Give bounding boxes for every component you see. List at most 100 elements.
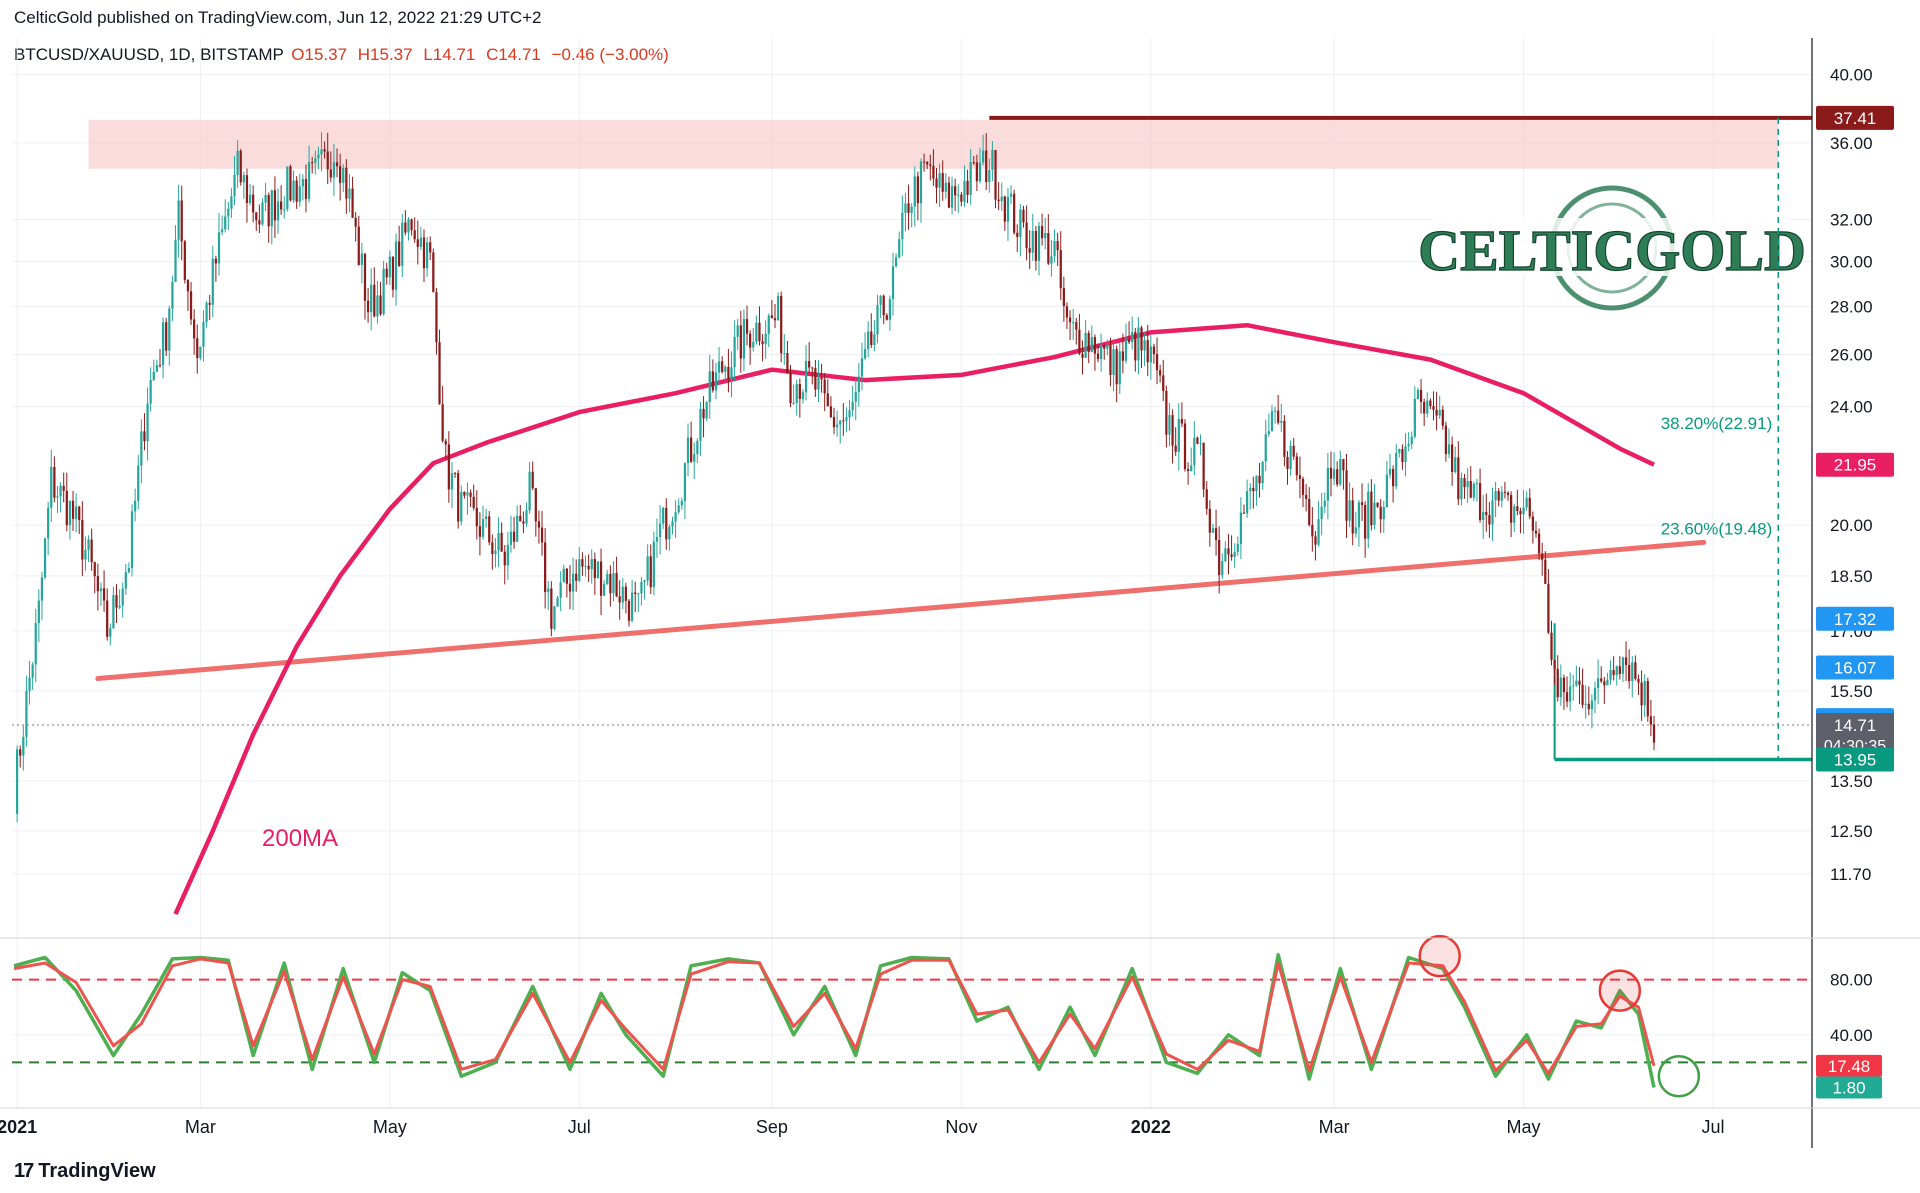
candle-body <box>1081 353 1084 358</box>
candle-body <box>575 573 578 581</box>
candle-body <box>972 162 975 164</box>
candle-body <box>1621 657 1625 674</box>
candle-body <box>1165 390 1168 435</box>
candle-body <box>429 242 432 253</box>
candle-body <box>550 588 553 629</box>
candle-body <box>1336 469 1339 485</box>
candle-body <box>826 393 829 407</box>
candle-body <box>264 195 267 203</box>
candle-body <box>516 515 519 542</box>
candle-body <box>270 190 273 227</box>
candle-body <box>1646 681 1649 717</box>
candle-body <box>1572 685 1575 687</box>
candle-body <box>761 341 764 345</box>
indicator-badge <box>1816 1054 1882 1077</box>
candle-body <box>1009 193 1013 197</box>
candle-body <box>1264 434 1267 462</box>
price-tick-label: 36.00 <box>1830 134 1873 153</box>
candle-body <box>1382 506 1385 520</box>
candle-body <box>242 175 245 183</box>
candle-body <box>649 556 652 588</box>
candle-body <box>124 572 127 589</box>
candle-body <box>1177 419 1180 452</box>
candle-body <box>236 150 239 176</box>
candle-body <box>1016 232 1019 237</box>
candle-body <box>1146 340 1149 363</box>
time-tick-label: 2022 <box>1131 1117 1171 1137</box>
candle-body <box>174 239 177 282</box>
candle-body <box>177 200 180 240</box>
candle-body <box>857 376 860 392</box>
candle-body <box>506 544 509 566</box>
candle-body <box>1249 488 1252 492</box>
price-badge-label: 17.32 <box>1834 610 1877 629</box>
candle-body <box>792 402 795 404</box>
candle-body <box>603 584 606 596</box>
candle-body <box>391 256 395 290</box>
candle-body <box>1345 470 1348 521</box>
ohlc-close: C14.71 <box>486 45 541 64</box>
candle-body <box>938 173 941 188</box>
candle-body <box>360 253 363 265</box>
candle-body <box>1168 415 1171 435</box>
candle-body <box>1298 475 1302 479</box>
candle-body <box>1596 678 1600 688</box>
candle-body <box>764 333 767 345</box>
candle-body <box>1305 494 1308 499</box>
candle-body <box>1174 445 1177 452</box>
candle-body <box>1193 437 1196 466</box>
candle-body <box>612 573 615 594</box>
candle-body <box>1537 533 1541 554</box>
candle-body <box>562 568 565 583</box>
candle-body <box>587 565 590 570</box>
candle-body <box>1242 512 1246 514</box>
candle-body <box>947 182 951 208</box>
candle-body <box>674 512 677 522</box>
time-tick-label: 2021 <box>0 1117 37 1137</box>
candle-body <box>478 526 482 537</box>
candle-body <box>56 496 59 498</box>
candle-body <box>1637 678 1640 683</box>
candle-body <box>1367 491 1370 539</box>
candle-body <box>652 541 655 588</box>
candle-body <box>683 463 687 501</box>
candle-body <box>745 319 749 334</box>
candle-body <box>1562 677 1566 693</box>
candle-body <box>447 444 450 490</box>
price-tick-label: 32.00 <box>1830 211 1873 230</box>
candle-body <box>693 454 696 462</box>
candle-body <box>870 331 873 345</box>
candle-body <box>211 258 214 305</box>
candle-body <box>106 600 109 637</box>
candle-body <box>593 559 596 579</box>
candle-body <box>1364 504 1367 539</box>
candle-body <box>1395 452 1398 487</box>
tradingview-brand-text: TradingView <box>38 1160 156 1182</box>
price-badge <box>1816 713 1894 758</box>
candle-body <box>466 492 469 496</box>
candle-body <box>329 169 332 178</box>
candle-body <box>811 367 814 369</box>
candle-body <box>926 161 929 165</box>
time-tick-label: Nov <box>945 1117 977 1137</box>
overlay-lines: 38.20%(22.91) 23.60%(19.48) 200MA <box>12 115 1812 916</box>
candle-body <box>1227 548 1230 555</box>
candle-body <box>193 319 196 339</box>
candle-body <box>1028 248 1031 253</box>
candle-body <box>1485 512 1488 516</box>
candle-body <box>1124 339 1128 361</box>
candle-body <box>224 216 227 230</box>
candle-body <box>425 242 429 269</box>
candle-body <box>584 565 587 567</box>
candle-body <box>416 239 419 247</box>
candle-body <box>512 531 516 542</box>
candle-body <box>991 149 994 171</box>
candle-body <box>596 561 600 579</box>
candle-body <box>717 361 721 373</box>
candle-body <box>407 219 410 233</box>
candle-body <box>1531 516 1534 531</box>
candle-body <box>1584 703 1587 705</box>
candle-body <box>1354 527 1357 534</box>
candle-body <box>1037 226 1041 261</box>
